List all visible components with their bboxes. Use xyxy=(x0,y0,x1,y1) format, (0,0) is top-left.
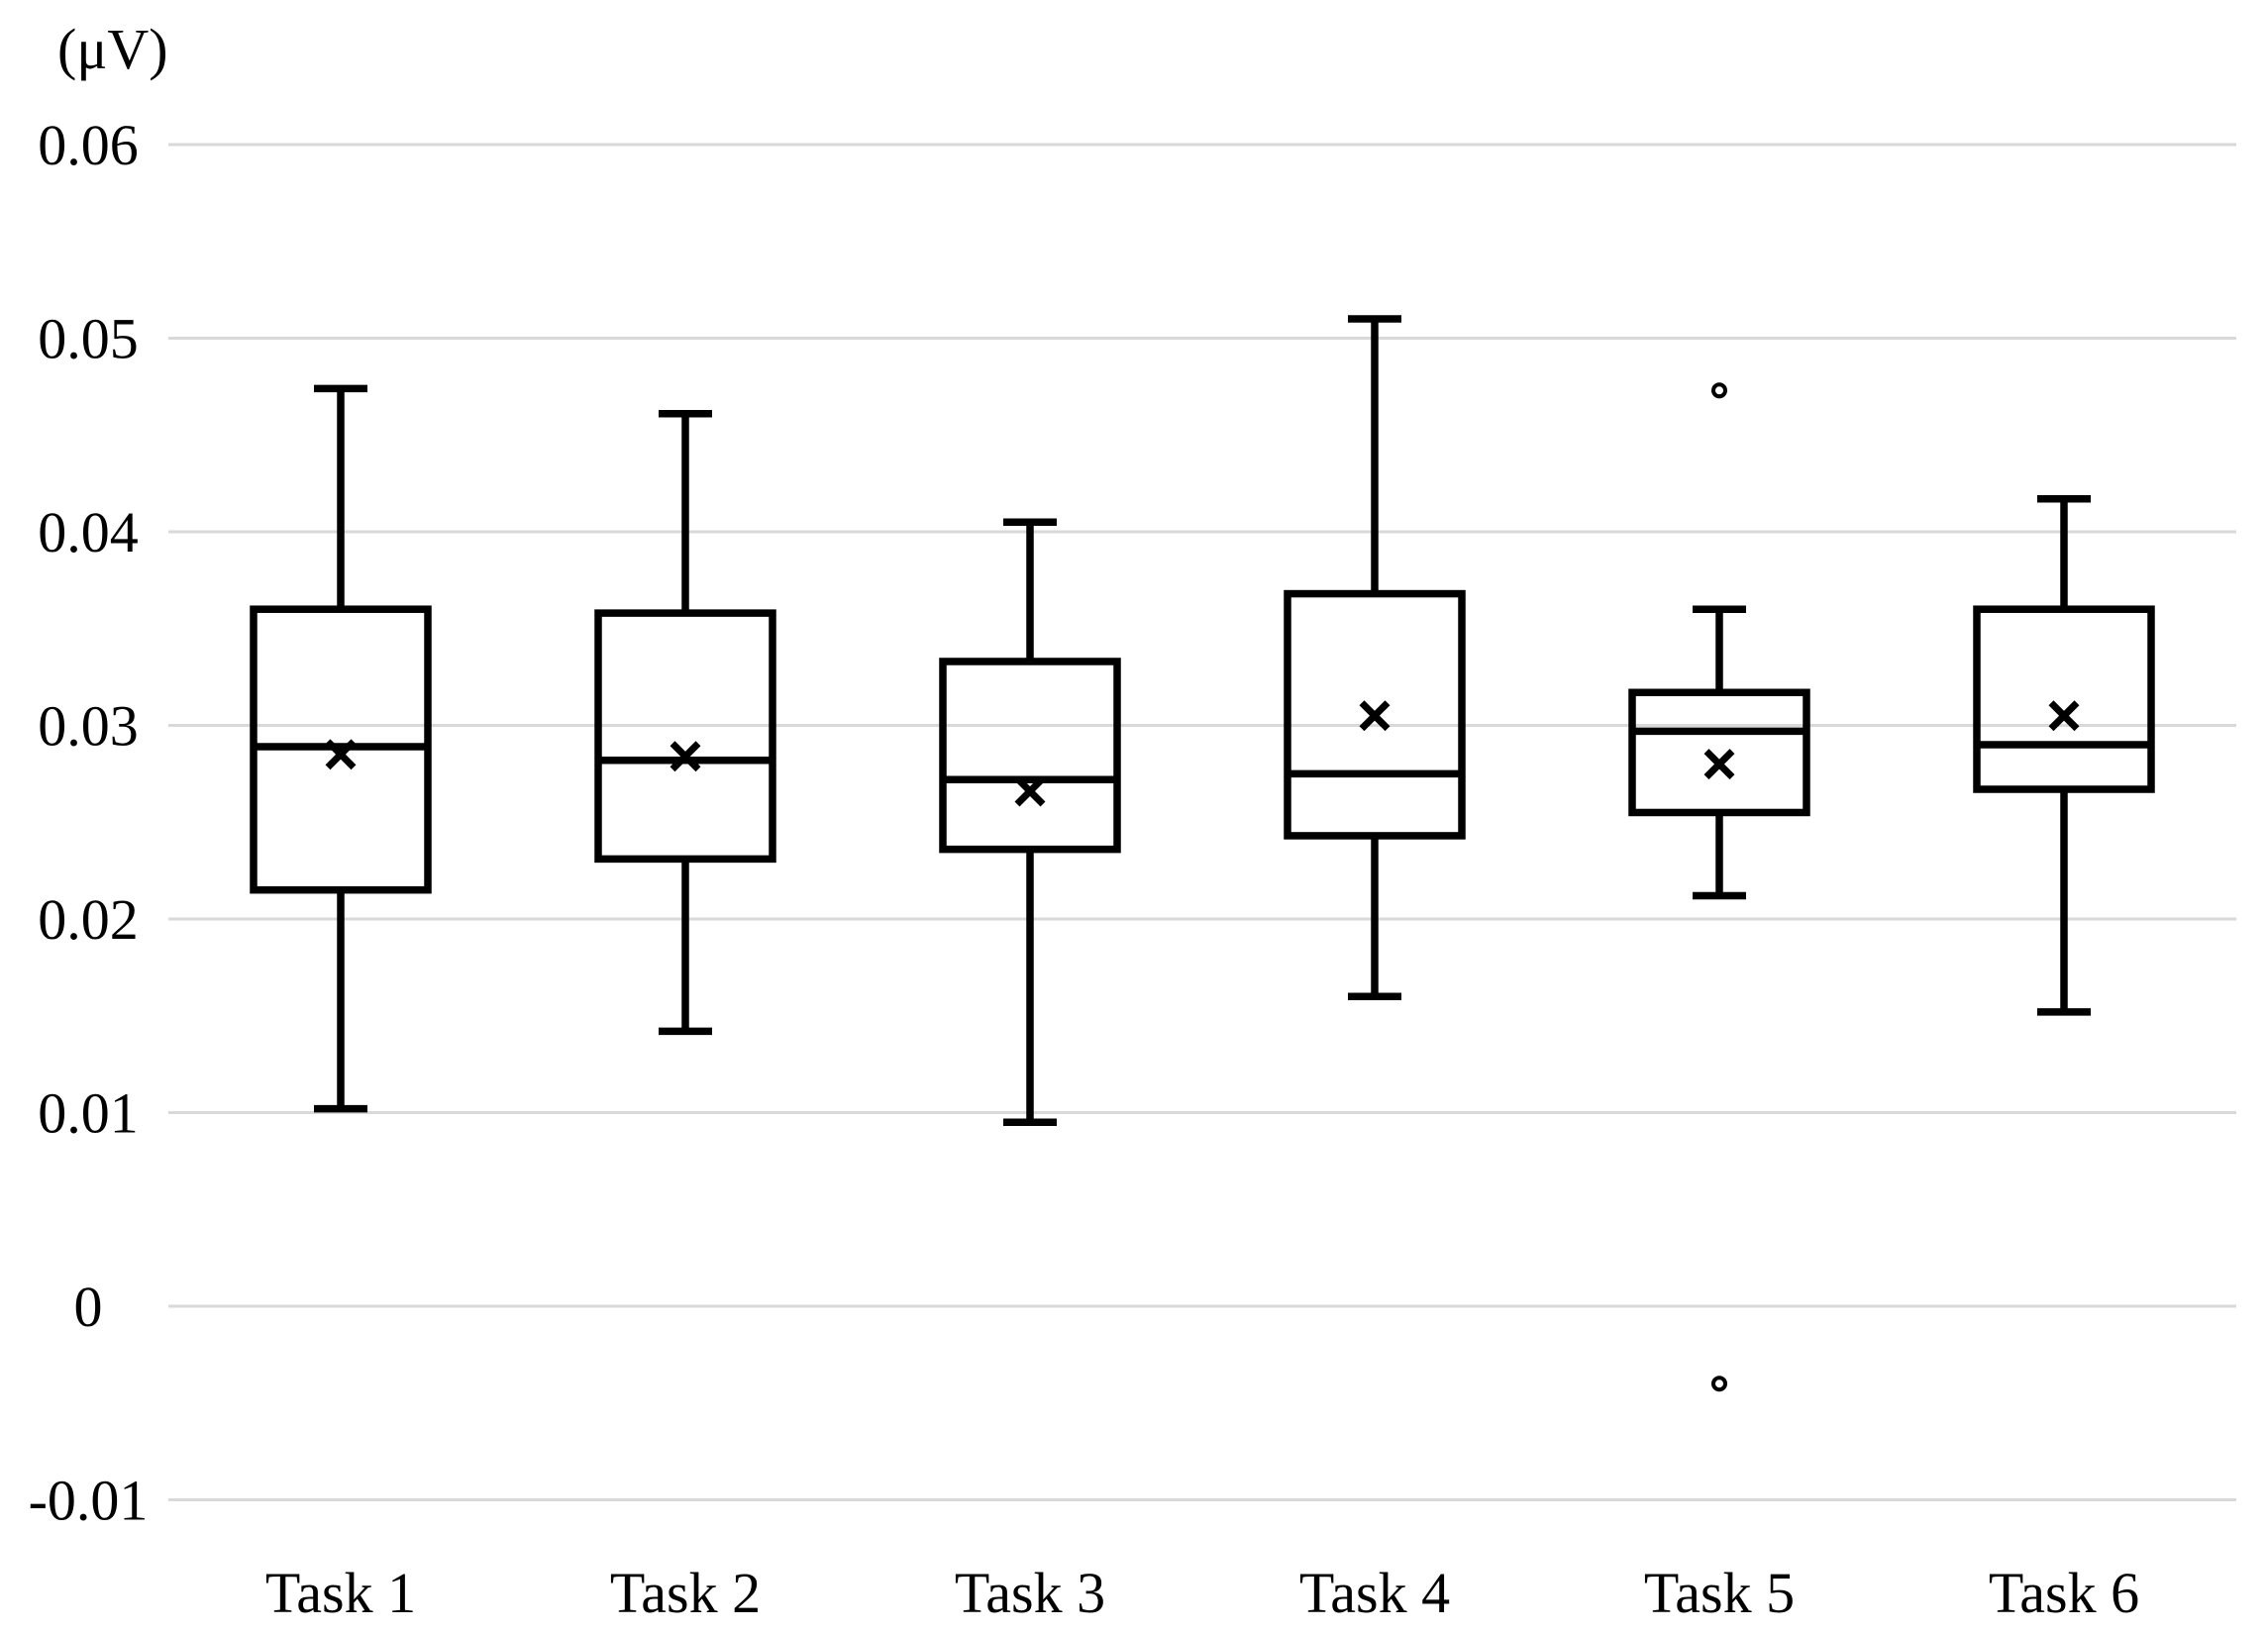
box-rect xyxy=(1284,589,1466,840)
box-rect xyxy=(939,658,1121,854)
box-rect xyxy=(1973,605,2155,793)
box-plot-task-6 xyxy=(1973,495,2155,1016)
y-tick-label: 0.06 xyxy=(38,113,139,177)
box-plot-task-4 xyxy=(1284,315,1466,1000)
gridlines xyxy=(168,143,2236,1501)
outlier-point xyxy=(1711,382,1727,399)
mean-marker xyxy=(670,741,701,772)
y-tick-label: -0.01 xyxy=(29,1469,149,1533)
box-rect xyxy=(594,609,776,864)
y-tick-label: 0.03 xyxy=(38,694,139,759)
y-tick-label: 0.04 xyxy=(38,500,139,564)
y-axis-unit-label: (μV) xyxy=(57,17,168,81)
mean-marker xyxy=(325,739,357,770)
x-category-label: Task 3 xyxy=(955,1561,1105,1625)
x-category-label: Task 4 xyxy=(1299,1561,1450,1625)
y-tick-label: 0.05 xyxy=(38,307,139,371)
y-axis-tick-labels: 0.06 0.05 0.04 0.03 0.02 0.01 0 -0.01 xyxy=(29,113,149,1533)
box-rect xyxy=(1628,688,1810,817)
x-category-label: Task 1 xyxy=(265,1561,416,1625)
x-category-label: Task 2 xyxy=(610,1561,761,1625)
outlier-point xyxy=(1711,1376,1727,1392)
box-plot-task-3 xyxy=(939,518,1121,1127)
y-tick-label: 0.01 xyxy=(38,1081,139,1146)
mean-marker xyxy=(1014,775,1046,807)
mean-marker xyxy=(1703,749,1735,780)
mean-marker xyxy=(2048,700,2080,732)
x-category-label: Task 6 xyxy=(1989,1561,2139,1625)
box-plot-task-2 xyxy=(594,409,776,1036)
x-category-label: Task 5 xyxy=(1644,1561,1795,1625)
y-tick-label: 0.02 xyxy=(38,887,139,952)
box-plot-task-1 xyxy=(250,384,432,1113)
x-axis-category-labels: Task 1 Task 2 Task 3 Task 4 Task 5 Task 6 xyxy=(265,1561,2139,1625)
y-tick-label: 0 xyxy=(74,1275,103,1339)
mean-marker xyxy=(1359,700,1391,732)
box-plot-task-5 xyxy=(1628,382,1810,1392)
